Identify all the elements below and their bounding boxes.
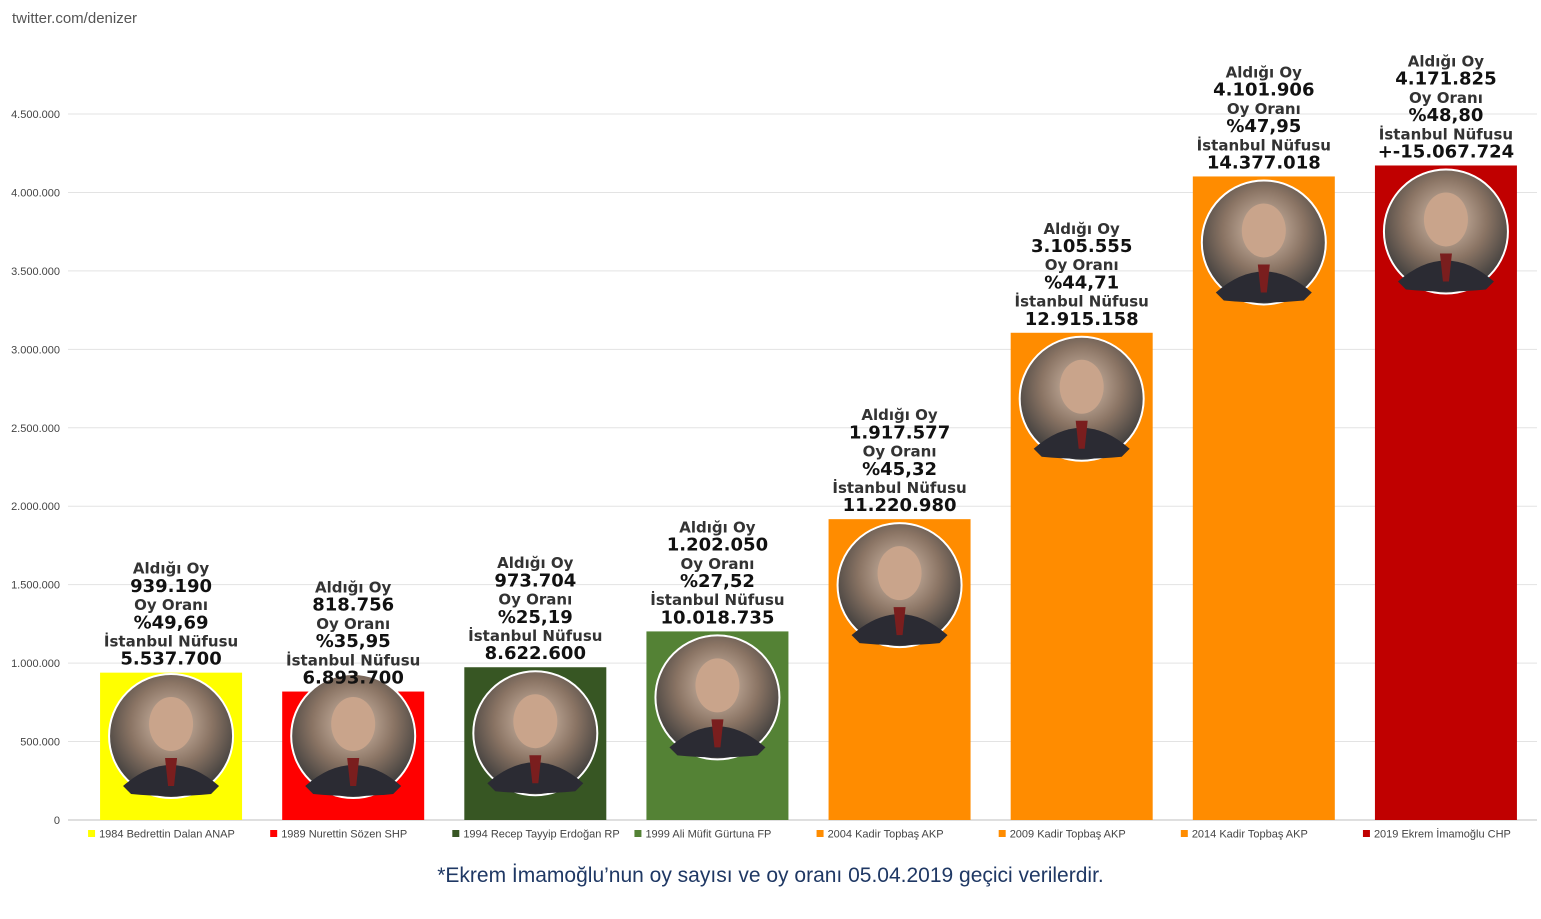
tie-shape (529, 755, 542, 784)
label-rate-title: Oy Oranı (316, 615, 390, 633)
label-population-title: İstanbul Nüfusu (1379, 124, 1513, 143)
legend-swatch (998, 830, 1006, 837)
face-shape (695, 658, 740, 713)
label-population-title: İstanbul Nüfusu (832, 478, 966, 497)
tie-shape (1257, 264, 1270, 293)
face-shape (1423, 192, 1468, 247)
label-population: 8.622.600 (485, 643, 586, 664)
label-population: +-15.067.724 (1378, 141, 1514, 162)
y-tick-label: 2.500.000 (11, 423, 60, 435)
label-rate-title: Oy Oranı (134, 596, 208, 614)
label-votes-title: Aldığı Oy (1044, 220, 1120, 238)
legend-label: 1984 Bedrettin Dalan ANAP (99, 829, 235, 841)
label-rate-title: Oy Oranı (681, 555, 755, 573)
label-votes-title: Aldığı Oy (679, 518, 755, 536)
legend-swatch (270, 830, 278, 837)
label-population: 12.915.158 (1025, 309, 1139, 330)
label-population-title: İstanbul Nüfusu (1015, 292, 1149, 311)
label-votes-title: Aldığı Oy (133, 560, 209, 578)
label-population: 6.893.700 (303, 668, 404, 689)
y-tick-label: 4.000.000 (11, 187, 60, 199)
label-votes: 939.190 (130, 576, 212, 597)
legend-label: 2004 Kadir Topbaş AKP (828, 829, 944, 841)
label-votes: 1.202.050 (667, 535, 768, 556)
label-rate-title: Oy Oranı (498, 591, 572, 609)
face-shape (1241, 203, 1286, 258)
y-tick-label: 3.000.000 (11, 344, 60, 356)
label-rate: %35,95 (316, 631, 391, 652)
legend-swatch (452, 830, 460, 837)
label-votes-title: Aldığı Oy (1408, 52, 1484, 70)
label-rate-title: Oy Oranı (1409, 89, 1483, 107)
y-tick-label: 0 (54, 815, 60, 827)
label-votes: 973.704 (494, 570, 576, 591)
label-rate-title: Oy Oranı (1045, 256, 1119, 274)
face-shape (149, 697, 194, 751)
tie-shape (347, 758, 360, 786)
tie-shape (711, 719, 724, 748)
label-rate-title: Oy Oranı (863, 443, 937, 461)
tie-shape (1439, 253, 1452, 282)
label-population: 10.018.735 (661, 607, 775, 628)
label-rate: %45,32 (862, 459, 937, 480)
tie-shape (893, 607, 906, 636)
label-population-title: İstanbul Nüfusu (286, 650, 420, 669)
label-rate: %49,69 (134, 612, 209, 633)
label-rate: %25,19 (498, 607, 573, 628)
label-rate: %48,80 (1408, 105, 1483, 126)
watermark: twitter.com/denizer (12, 10, 138, 27)
tie-shape (165, 758, 178, 786)
label-rate: %47,95 (1226, 116, 1301, 137)
footnote: *Ekrem İmamoğlu’nun oy sayısı ve oy oran… (437, 864, 1104, 887)
label-votes-title: Aldığı Oy (315, 579, 391, 597)
legend-swatch (816, 830, 824, 837)
label-votes: 1.917.577 (849, 422, 950, 443)
label-votes: 3.105.555 (1031, 236, 1132, 257)
legend-label: 1989 Nurettin Sözen SHP (281, 829, 407, 841)
label-votes-title: Aldığı Oy (497, 554, 573, 572)
legend-swatch (1362, 830, 1370, 837)
face-shape (513, 694, 558, 749)
tie-shape (1075, 420, 1088, 449)
label-population: 11.220.980 (843, 495, 957, 516)
label-rate: %44,71 (1044, 272, 1119, 293)
label-population: 5.537.700 (120, 649, 221, 670)
face-shape (331, 697, 376, 751)
label-population-title: İstanbul Nüfusu (104, 631, 238, 650)
face-shape (877, 546, 922, 601)
y-tick-label: 1.500.000 (11, 580, 60, 592)
legend-swatch (88, 830, 96, 837)
label-votes: 4.101.906 (1213, 80, 1314, 101)
label-votes-title: Aldığı Oy (1226, 63, 1302, 81)
legend-label: 2014 Kadir Topbaş AKP (1192, 829, 1308, 841)
legend-label: 2009 Kadir Topbaş AKP (1010, 829, 1126, 841)
label-rate: %27,52 (680, 571, 755, 592)
label-votes: 4.171.825 (1395, 69, 1496, 90)
y-tick-label: 2.000.000 (11, 501, 60, 513)
legend-label: 2019 Ekrem İmamoğlu CHP (1374, 828, 1511, 841)
face-shape (1059, 359, 1104, 414)
label-population: 14.377.018 (1207, 152, 1321, 173)
legend-swatch (634, 830, 642, 837)
legend-label: 1994 Recep Tayyip Erdoğan RP (463, 829, 619, 841)
legend-swatch (1180, 830, 1188, 837)
label-votes-title: Aldığı Oy (861, 406, 937, 424)
label-population-title: İstanbul Nüfusu (650, 590, 784, 609)
label-population-title: İstanbul Nüfusu (1197, 135, 1331, 154)
y-tick-label: 3.500.000 (11, 266, 60, 278)
label-votes: 818.756 (312, 595, 394, 616)
y-tick-label: 500.000 (20, 737, 60, 749)
label-rate-title: Oy Oranı (1227, 100, 1301, 118)
y-tick-label: 1.000.000 (11, 658, 60, 670)
y-tick-label: 4.500.000 (11, 109, 60, 121)
legend-label: 1999 Ali Müfit Gürtuna FP (645, 829, 771, 841)
label-population-title: İstanbul Nüfusu (468, 626, 602, 645)
